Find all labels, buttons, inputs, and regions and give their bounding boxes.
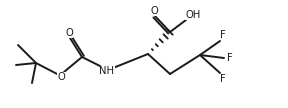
Text: O: O <box>150 6 158 16</box>
Text: O: O <box>65 28 73 38</box>
Text: O: O <box>57 71 65 82</box>
Text: F: F <box>220 74 226 84</box>
Text: OH: OH <box>185 10 201 20</box>
Text: F: F <box>220 30 226 40</box>
Text: F: F <box>227 53 233 63</box>
Text: NH: NH <box>99 66 115 76</box>
